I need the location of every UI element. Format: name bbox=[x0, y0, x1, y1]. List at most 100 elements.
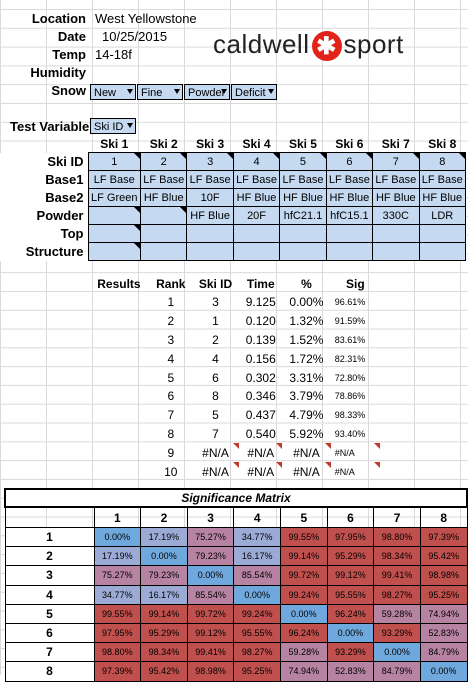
matrix-row-header: 4 bbox=[4, 584, 95, 605]
results-cell: 0.00% bbox=[289, 295, 324, 310]
ski-row-label: Powder bbox=[0, 206, 88, 225]
ski-cell[interactable] bbox=[279, 242, 327, 261]
matrix-cell: 0.00% bbox=[419, 661, 468, 682]
matrix-cell: 93.29% bbox=[326, 642, 375, 663]
matrix-cell: 98.80% bbox=[373, 526, 421, 548]
ski-cell[interactable]: 7 bbox=[372, 152, 420, 171]
ski-cell[interactable]: LF Base bbox=[418, 170, 467, 189]
dropdown-arrow-icon bbox=[127, 89, 133, 94]
ski-cell[interactable]: LF Base bbox=[232, 170, 281, 189]
ski-cell[interactable]: HF Blue bbox=[139, 188, 188, 207]
ski-cell[interactable] bbox=[87, 242, 141, 261]
ski-cell[interactable]: HF Blue bbox=[418, 188, 467, 207]
dropdown-arrow-icon bbox=[221, 89, 227, 94]
ski-cell[interactable]: LF Base bbox=[325, 170, 374, 189]
matrix-cell: 17.19% bbox=[93, 546, 142, 567]
ski-cell[interactable] bbox=[418, 224, 467, 243]
test-variable-value: Ski ID bbox=[94, 121, 124, 133]
ski-cell[interactable]: HF Blue bbox=[232, 188, 281, 207]
ski-cell[interactable] bbox=[186, 242, 234, 261]
matrix-cell: 0.00% bbox=[93, 526, 142, 548]
ski-cell[interactable]: 8 bbox=[418, 152, 467, 171]
ski-row-label: Top bbox=[0, 224, 88, 243]
date-value[interactable]: 10/25/2015 bbox=[102, 29, 168, 44]
snow-grain-dropdown[interactable]: Fine bbox=[137, 84, 183, 100]
ski-cell[interactable] bbox=[232, 242, 281, 261]
matrix-cell: 74.94% bbox=[280, 661, 328, 682]
location-value[interactable]: West Yellowstone bbox=[95, 11, 197, 26]
results-cell: 4 bbox=[167, 351, 175, 366]
snow-moisture-value: Deficit bbox=[235, 87, 266, 99]
ski-cell[interactable]: hfC15.1 bbox=[325, 206, 374, 225]
results-row: 4 4 0.156 1.72% 82.31% bbox=[88, 349, 380, 368]
temp-value[interactable]: 14-18f bbox=[95, 47, 132, 62]
ski-cell[interactable]: LF Base bbox=[372, 170, 420, 189]
ski-column-header: Ski 2 bbox=[140, 135, 187, 153]
ski-cell[interactable] bbox=[232, 224, 281, 243]
snow-type-dropdown[interactable]: New bbox=[90, 84, 136, 100]
ski-cell[interactable]: 20F bbox=[232, 206, 281, 225]
results-cell: 10 bbox=[164, 464, 178, 479]
ski-cell[interactable]: LF Green bbox=[87, 188, 141, 207]
ski-cell[interactable]: HF Blue bbox=[279, 188, 327, 207]
ski-cell[interactable]: LF Base bbox=[186, 170, 234, 189]
snow-form-dropdown[interactable]: Powder bbox=[184, 84, 230, 100]
ski-cell[interactable]: 10F bbox=[186, 188, 234, 207]
ski-cell[interactable] bbox=[139, 224, 188, 243]
ski-cell[interactable]: HF Blue bbox=[186, 206, 234, 225]
ski-cell[interactable]: LDR bbox=[418, 206, 467, 225]
matrix-cell: 98.98% bbox=[419, 565, 468, 586]
ski-cell[interactable]: HF Blue bbox=[325, 188, 374, 207]
results-spacer bbox=[88, 425, 150, 444]
results-spacer bbox=[88, 443, 150, 462]
matrix-cell: 95.55% bbox=[233, 622, 281, 644]
ski-row: Top bbox=[0, 224, 467, 243]
ski-cell[interactable]: LF Base bbox=[87, 170, 141, 189]
ski-column-header: Ski 1 bbox=[88, 135, 141, 153]
ski-cell[interactable]: 330C bbox=[372, 206, 420, 225]
ski-cell[interactable]: LF Base bbox=[139, 170, 188, 189]
snow-moisture-dropdown[interactable]: Deficit bbox=[231, 84, 277, 100]
ski-cell[interactable] bbox=[372, 224, 420, 243]
results-cell: 78.86% bbox=[334, 391, 366, 402]
ski-cell[interactable] bbox=[87, 224, 141, 243]
matrix-cell: 99.14% bbox=[280, 546, 328, 567]
results-column-header: Rank bbox=[156, 277, 186, 291]
ski-cell[interactable] bbox=[372, 242, 420, 261]
ski-cell[interactable]: 4 bbox=[232, 152, 281, 171]
ski-cell[interactable]: 2 bbox=[139, 152, 188, 171]
ski-row: Ski ID 1 2 3 4 5 6 7 8 bbox=[0, 152, 467, 171]
ski-cell[interactable] bbox=[325, 224, 374, 243]
matrix-row-header: 5 bbox=[4, 603, 95, 624]
ski-cell[interactable]: 5 bbox=[279, 152, 327, 171]
ski-column-header: Ski 4 bbox=[233, 135, 280, 153]
ski-column-header: Ski 8 bbox=[419, 135, 466, 153]
results-row: 5 6 0.302 3.31% 72.80% bbox=[88, 368, 380, 387]
ski-cell[interactable]: HF Blue bbox=[372, 188, 420, 207]
ski-cell[interactable]: LF Base bbox=[279, 170, 327, 189]
matrix-row-header: 8 bbox=[4, 661, 95, 682]
matrix-column-header: 2 bbox=[140, 507, 188, 528]
matrix-row-header: 2 bbox=[4, 546, 95, 567]
ski-cell[interactable] bbox=[325, 242, 374, 261]
ski-cell[interactable]: 6 bbox=[325, 152, 374, 171]
results-cell: #N/A bbox=[331, 443, 381, 462]
ski-cell[interactable]: hfC21.1 bbox=[279, 206, 327, 225]
ski-cell[interactable] bbox=[139, 242, 188, 261]
ski-row: Base1 LF Base LF Base LF Base LF Base LF Base… bbox=[0, 170, 467, 189]
ski-cell[interactable] bbox=[139, 206, 188, 225]
ski-cell[interactable] bbox=[418, 242, 467, 261]
results-column-header: % bbox=[301, 277, 312, 291]
ski-cell[interactable] bbox=[279, 224, 327, 243]
matrix-cell: 99.41% bbox=[373, 565, 421, 586]
ski-cell[interactable]: 3 bbox=[186, 152, 234, 171]
ski-cell[interactable]: 1 bbox=[87, 152, 141, 171]
ski-cell[interactable] bbox=[87, 206, 141, 225]
matrix-cell: 85.54% bbox=[233, 565, 281, 586]
matrix-cell: 99.12% bbox=[186, 622, 235, 644]
test-variable-dropdown[interactable]: Ski ID bbox=[90, 118, 136, 134]
ski-cell[interactable] bbox=[186, 224, 234, 243]
results-cell: 2 bbox=[212, 332, 219, 347]
